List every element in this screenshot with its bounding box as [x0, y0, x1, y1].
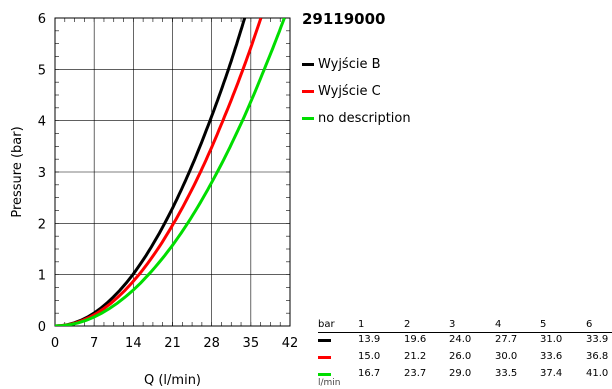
legend-swatch-c — [302, 90, 314, 93]
series-line-0 — [55, 18, 247, 326]
flow-pressure-chart: 0 7 14 21 28 35 42 0 1 2 3 4 5 6 Q (l/min) Pressure (ba… — [10, 12, 299, 388]
table-cell: 36.8 — [586, 351, 609, 362]
y-axis-label: Pressure (bar) — [10, 126, 25, 217]
table-cell: 21.2 — [404, 351, 427, 362]
legend-item-b: Wyjście B — [302, 51, 411, 78]
table-cell: 37.4 — [540, 368, 563, 379]
table-cell: 19.6 — [404, 334, 427, 345]
table-row: 13.9 19.6 24.0 27.7 31.0 33.9 — [318, 334, 612, 348]
legend-swatch-none — [302, 117, 314, 120]
legend-item-none: no description — [302, 105, 411, 132]
table-header-cell: 6 — [586, 319, 593, 330]
table-row-swatch — [318, 373, 331, 376]
x-tick-label: 7 — [90, 336, 98, 351]
legend-label-c: Wyjście C — [318, 84, 381, 99]
y-tick-label: 6 — [38, 12, 46, 27]
table-cell: 33.5 — [495, 368, 518, 379]
x-tick-label: 35 — [243, 336, 260, 351]
table-cell: 26.0 — [449, 351, 472, 362]
flow-table-header: bar 1 2 3 4 5 6 — [318, 319, 612, 333]
table-cell: 31.0 — [540, 334, 563, 345]
table-header-cell: 2 — [404, 319, 411, 330]
series-line-1 — [55, 18, 263, 326]
table-cell: 41.0 — [586, 368, 609, 379]
x-tick-label: 14 — [125, 336, 142, 351]
x-tick-label: 28 — [203, 336, 220, 351]
table-row: 16.7 23.7 29.0 33.5 37.4 41.0 — [318, 368, 612, 382]
x-tick-label: 42 — [282, 336, 299, 351]
table-cell: 15.0 — [358, 351, 381, 362]
table-row-swatch — [318, 339, 331, 342]
table-header-cell: 5 — [540, 319, 547, 330]
table-cell: 33.9 — [586, 334, 609, 345]
table-cell: 30.0 — [495, 351, 518, 362]
y-tick-label: 5 — [38, 63, 46, 78]
x-tick-label: 0 — [51, 336, 59, 351]
chart-title: 29119000 — [302, 10, 386, 28]
table-cell: 27.7 — [495, 334, 518, 345]
table-header-cell: 1 — [358, 319, 365, 330]
table-unit-label: l/min — [318, 378, 341, 388]
legend-swatch-b — [302, 63, 314, 66]
legend-label-none: no description — [318, 111, 411, 126]
y-tick-label: 3 — [38, 166, 46, 181]
y-tick-label: 2 — [38, 217, 46, 232]
table-header-cell: 4 — [495, 319, 502, 330]
table-row-swatch — [318, 356, 331, 359]
series-line-2 — [55, 18, 286, 326]
table-header-cell: 3 — [449, 319, 456, 330]
table-cell: 24.0 — [449, 334, 472, 345]
table-cell: 13.9 — [358, 334, 381, 345]
table-cell: 29.0 — [449, 368, 472, 379]
x-tick-label: 21 — [164, 336, 181, 351]
table-cell: 23.7 — [404, 368, 427, 379]
table-cell: 33.6 — [540, 351, 563, 362]
legend-label-b: Wyjście B — [318, 57, 381, 72]
plot-frame — [54, 17, 291, 327]
y-tick-label: 1 — [38, 269, 46, 284]
legend: Wyjście B Wyjście C no description — [302, 51, 411, 132]
table-header-label: bar — [318, 319, 335, 330]
table-row: 15.0 21.2 26.0 30.0 33.6 36.8 — [318, 351, 612, 365]
x-axis-label: Q (l/min) — [144, 373, 201, 388]
table-cell: 16.7 — [358, 368, 381, 379]
y-tick-label: 0 — [38, 320, 46, 335]
legend-item-c: Wyjście C — [302, 78, 411, 105]
y-tick-label: 4 — [38, 115, 46, 130]
table-divider — [318, 332, 612, 333]
